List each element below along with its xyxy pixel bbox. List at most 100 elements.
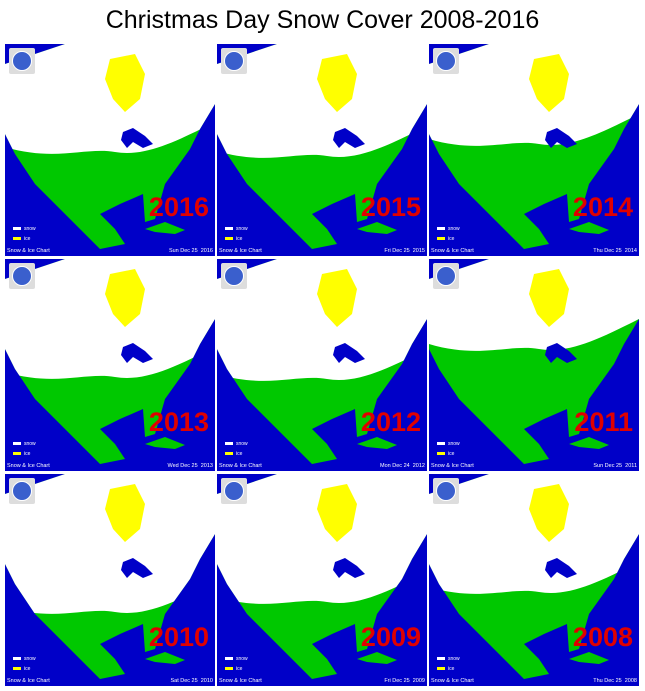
great-lakes — [545, 558, 577, 578]
legend-ice: ice — [225, 666, 242, 672]
great-lakes — [545, 343, 577, 363]
hudson-bay-ice — [105, 484, 145, 542]
year-label: 2013 — [148, 407, 209, 437]
noaa-logo — [433, 478, 459, 504]
snow-map-panel: 2015 snow ice Snow & Ice Chart Fri Dec 25… — [217, 44, 427, 256]
caribbean-islands — [145, 437, 185, 449]
chart-label: Snow & Ice Chart — [7, 248, 50, 254]
caribbean-islands — [357, 652, 397, 664]
chart-label: Snow & Ice Chart — [219, 678, 262, 684]
chart-label: Snow & Ice Chart — [7, 678, 50, 684]
snow-map-panel: 2010 snow ice Snow & Ice Chart Sat Dec 25… — [5, 474, 215, 686]
year-label: 2010 — [148, 622, 209, 652]
chart-label: Snow & Ice Chart — [219, 463, 262, 469]
chart-footer: Snow & Ice Chart Sun Dec 25 2011 — [431, 463, 637, 469]
noaa-logo — [9, 48, 35, 74]
year-label: 2016 — [148, 192, 209, 222]
great-lakes — [121, 128, 153, 148]
year-label: 2015 — [360, 192, 421, 222]
legend-snow: snow — [437, 656, 460, 662]
chart-date: Wed Dec 25 2013 — [167, 463, 213, 469]
legend-ice: ice — [13, 451, 30, 457]
year-label: 2009 — [360, 622, 421, 652]
snow-map-panel: 2016 snow ice Snow & Ice Chart Sun Dec 25… — [5, 44, 215, 256]
great-lakes — [121, 558, 153, 578]
chart-date: Fri Dec 25 2009 — [384, 678, 425, 684]
year-label: 2014 — [572, 192, 633, 222]
map-image — [429, 44, 639, 249]
hudson-bay-ice — [529, 54, 569, 112]
legend-ice: ice — [225, 236, 242, 242]
chart-label: Snow & Ice Chart — [7, 463, 50, 469]
hudson-bay-ice — [105, 269, 145, 327]
snow-cover — [217, 474, 427, 604]
map-image — [217, 259, 427, 464]
legend-ice: ice — [437, 451, 454, 457]
legend-ice: ice — [225, 451, 242, 457]
caribbean-islands — [145, 222, 185, 234]
snow-map-panel: 2008 snow ice Snow & Ice Chart Thu Dec 25… — [429, 474, 639, 686]
snow-map-panel: 2014 snow ice Snow & Ice Chart Thu Dec 25… — [429, 44, 639, 256]
map-image — [217, 44, 427, 249]
hudson-bay-ice — [105, 54, 145, 112]
chart-footer: Snow & Ice Chart Mon Dec 24 2012 — [219, 463, 425, 469]
year-label: 2012 — [360, 407, 421, 437]
snow-cover — [429, 474, 639, 594]
great-lakes — [333, 128, 365, 148]
snow-map-panel: 2011 snow ice Snow & Ice Chart Sun Dec 25… — [429, 259, 639, 471]
map-image — [5, 259, 215, 464]
caribbean-islands — [357, 437, 397, 449]
legend-ice: ice — [437, 236, 454, 242]
hudson-bay-ice — [317, 484, 357, 542]
snow-map-panel: 2012 snow ice Snow & Ice Chart Mon Dec 24… — [217, 259, 427, 471]
map-image — [429, 474, 639, 679]
hudson-bay-ice — [317, 54, 357, 112]
noaa-logo — [221, 263, 247, 289]
snow-cover — [217, 44, 427, 158]
snow-cover — [429, 44, 639, 146]
legend-ice: ice — [437, 666, 454, 672]
snow-map-panel: 2009 snow ice Snow & Ice Chart Fri Dec 25… — [217, 474, 427, 686]
chart-footer: Snow & Ice Chart Fri Dec 25 2009 — [219, 678, 425, 684]
year-label: 2008 — [572, 622, 633, 652]
chart-date: Sun Dec 25 2011 — [593, 463, 637, 469]
hudson-bay-ice — [529, 484, 569, 542]
noaa-logo — [433, 48, 459, 74]
chart-footer: Snow & Ice Chart Thu Dec 25 2008 — [431, 678, 637, 684]
snow-cover — [5, 474, 215, 614]
chart-label: Snow & Ice Chart — [431, 248, 474, 254]
chart-footer: Snow & Ice Chart Sun Dec 25 2016 — [7, 248, 213, 254]
legend-snow: snow — [225, 441, 248, 447]
snow-cover — [5, 259, 215, 379]
chart-date: Sat Dec 25 2010 — [170, 678, 213, 684]
map-image — [5, 474, 215, 679]
chart-date: Mon Dec 24 2012 — [380, 463, 425, 469]
chart-footer: Snow & Ice Chart Wed Dec 25 2013 — [7, 463, 213, 469]
chart-date: Thu Dec 25 2008 — [593, 678, 637, 684]
caribbean-islands — [357, 222, 397, 234]
legend-ice: ice — [13, 236, 30, 242]
chart-label: Snow & Ice Chart — [431, 678, 474, 684]
noaa-logo — [9, 478, 35, 504]
noaa-logo — [433, 263, 459, 289]
snow-cover — [5, 44, 215, 154]
caribbean-islands — [569, 437, 609, 449]
map-image — [217, 474, 427, 679]
legend-snow: snow — [13, 226, 36, 232]
caribbean-islands — [569, 222, 609, 234]
snow-map-panel: 2013 snow ice Snow & Ice Chart Wed Dec 25… — [5, 259, 215, 471]
caribbean-islands — [145, 652, 185, 664]
caribbean-islands — [569, 652, 609, 664]
chart-footer: Snow & Ice Chart Thu Dec 25 2014 — [431, 248, 637, 254]
hudson-bay-ice — [529, 269, 569, 327]
great-lakes — [545, 128, 577, 148]
noaa-logo — [221, 48, 247, 74]
snow-cover — [217, 259, 427, 381]
chart-label: Snow & Ice Chart — [431, 463, 474, 469]
map-image — [5, 44, 215, 249]
legend-snow: snow — [13, 441, 36, 447]
chart-date: Thu Dec 25 2014 — [593, 248, 637, 254]
chart-date: Sun Dec 25 2016 — [168, 248, 213, 254]
great-lakes — [333, 558, 365, 578]
great-lakes — [121, 343, 153, 363]
